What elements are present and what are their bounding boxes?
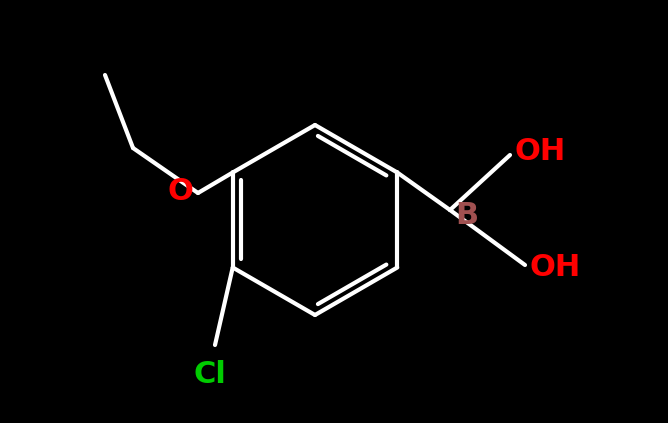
- Text: O: O: [167, 176, 193, 206]
- Text: B: B: [455, 201, 478, 230]
- Text: OH: OH: [515, 137, 566, 167]
- Text: Cl: Cl: [194, 360, 226, 389]
- Text: OH: OH: [530, 253, 581, 283]
